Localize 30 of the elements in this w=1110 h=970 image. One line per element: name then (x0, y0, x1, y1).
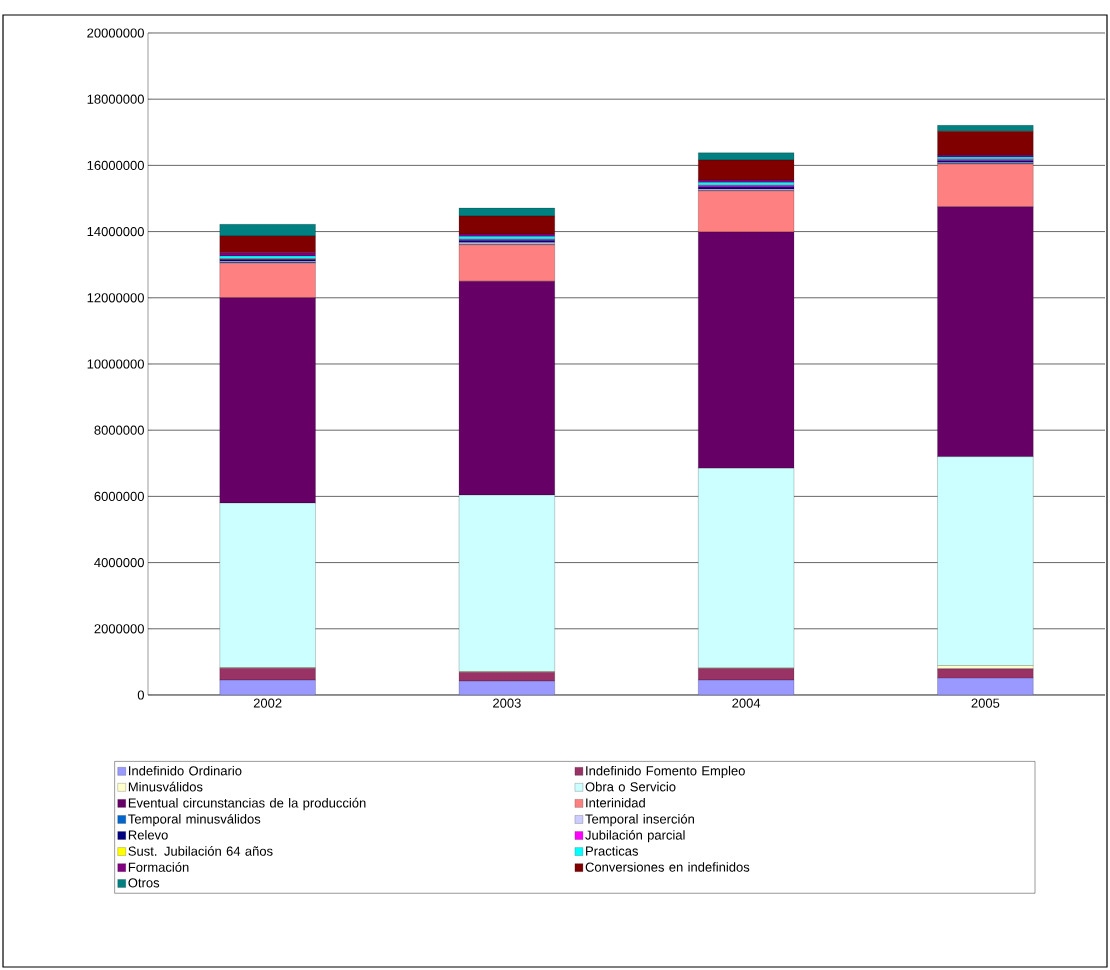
x-tick-label: 2005 (971, 698, 1000, 708)
y-tick-label: 4000000 (94, 557, 144, 568)
y-tick-label: 20000000 (87, 28, 144, 38)
legend-label: Minusválidos (128, 781, 203, 792)
y-tick-label: 6000000 (94, 491, 144, 501)
legend-label: Otros (128, 878, 160, 888)
y-tick-label: 16000000 (87, 160, 144, 170)
y-tick-label: 0 (137, 690, 144, 700)
y-tick-label: 2000000 (94, 624, 144, 634)
legend-label: Jubilación parcial (585, 829, 685, 843)
legend-label: Temporal inserción (585, 813, 694, 827)
legend-label: Practicas (586, 846, 638, 856)
legend-label: Formación (128, 862, 189, 872)
x-tick-label: 2004 (732, 698, 761, 708)
legend-label: Sust. Jubilación 64 años (128, 846, 273, 856)
legend-label: Indefinido Ordinario (129, 765, 242, 776)
legend-label: Interinidad (586, 797, 645, 808)
y-tick-label: 10000000 (87, 359, 144, 369)
y-tick-label: 18000000 (87, 94, 144, 104)
x-tick-label: 2002 (253, 698, 282, 708)
legend-label: Obra o Servicio (585, 781, 676, 792)
y-tick-label: 14000000 (87, 226, 144, 237)
legend-label: Conversiones en indefinidos (585, 862, 750, 872)
y-tick-label: 8000000 (94, 425, 144, 435)
x-tick-label: 2003 (493, 698, 521, 708)
legend-label: Relevo (128, 830, 168, 840)
legend-label: Indefinido Fomento Empleo (586, 765, 745, 779)
y-tick-label: 12000000 (87, 293, 144, 303)
legend-label: Eventual circunstancias de la producción (128, 797, 366, 811)
legend-label: Temporal minusválidos (128, 813, 261, 827)
